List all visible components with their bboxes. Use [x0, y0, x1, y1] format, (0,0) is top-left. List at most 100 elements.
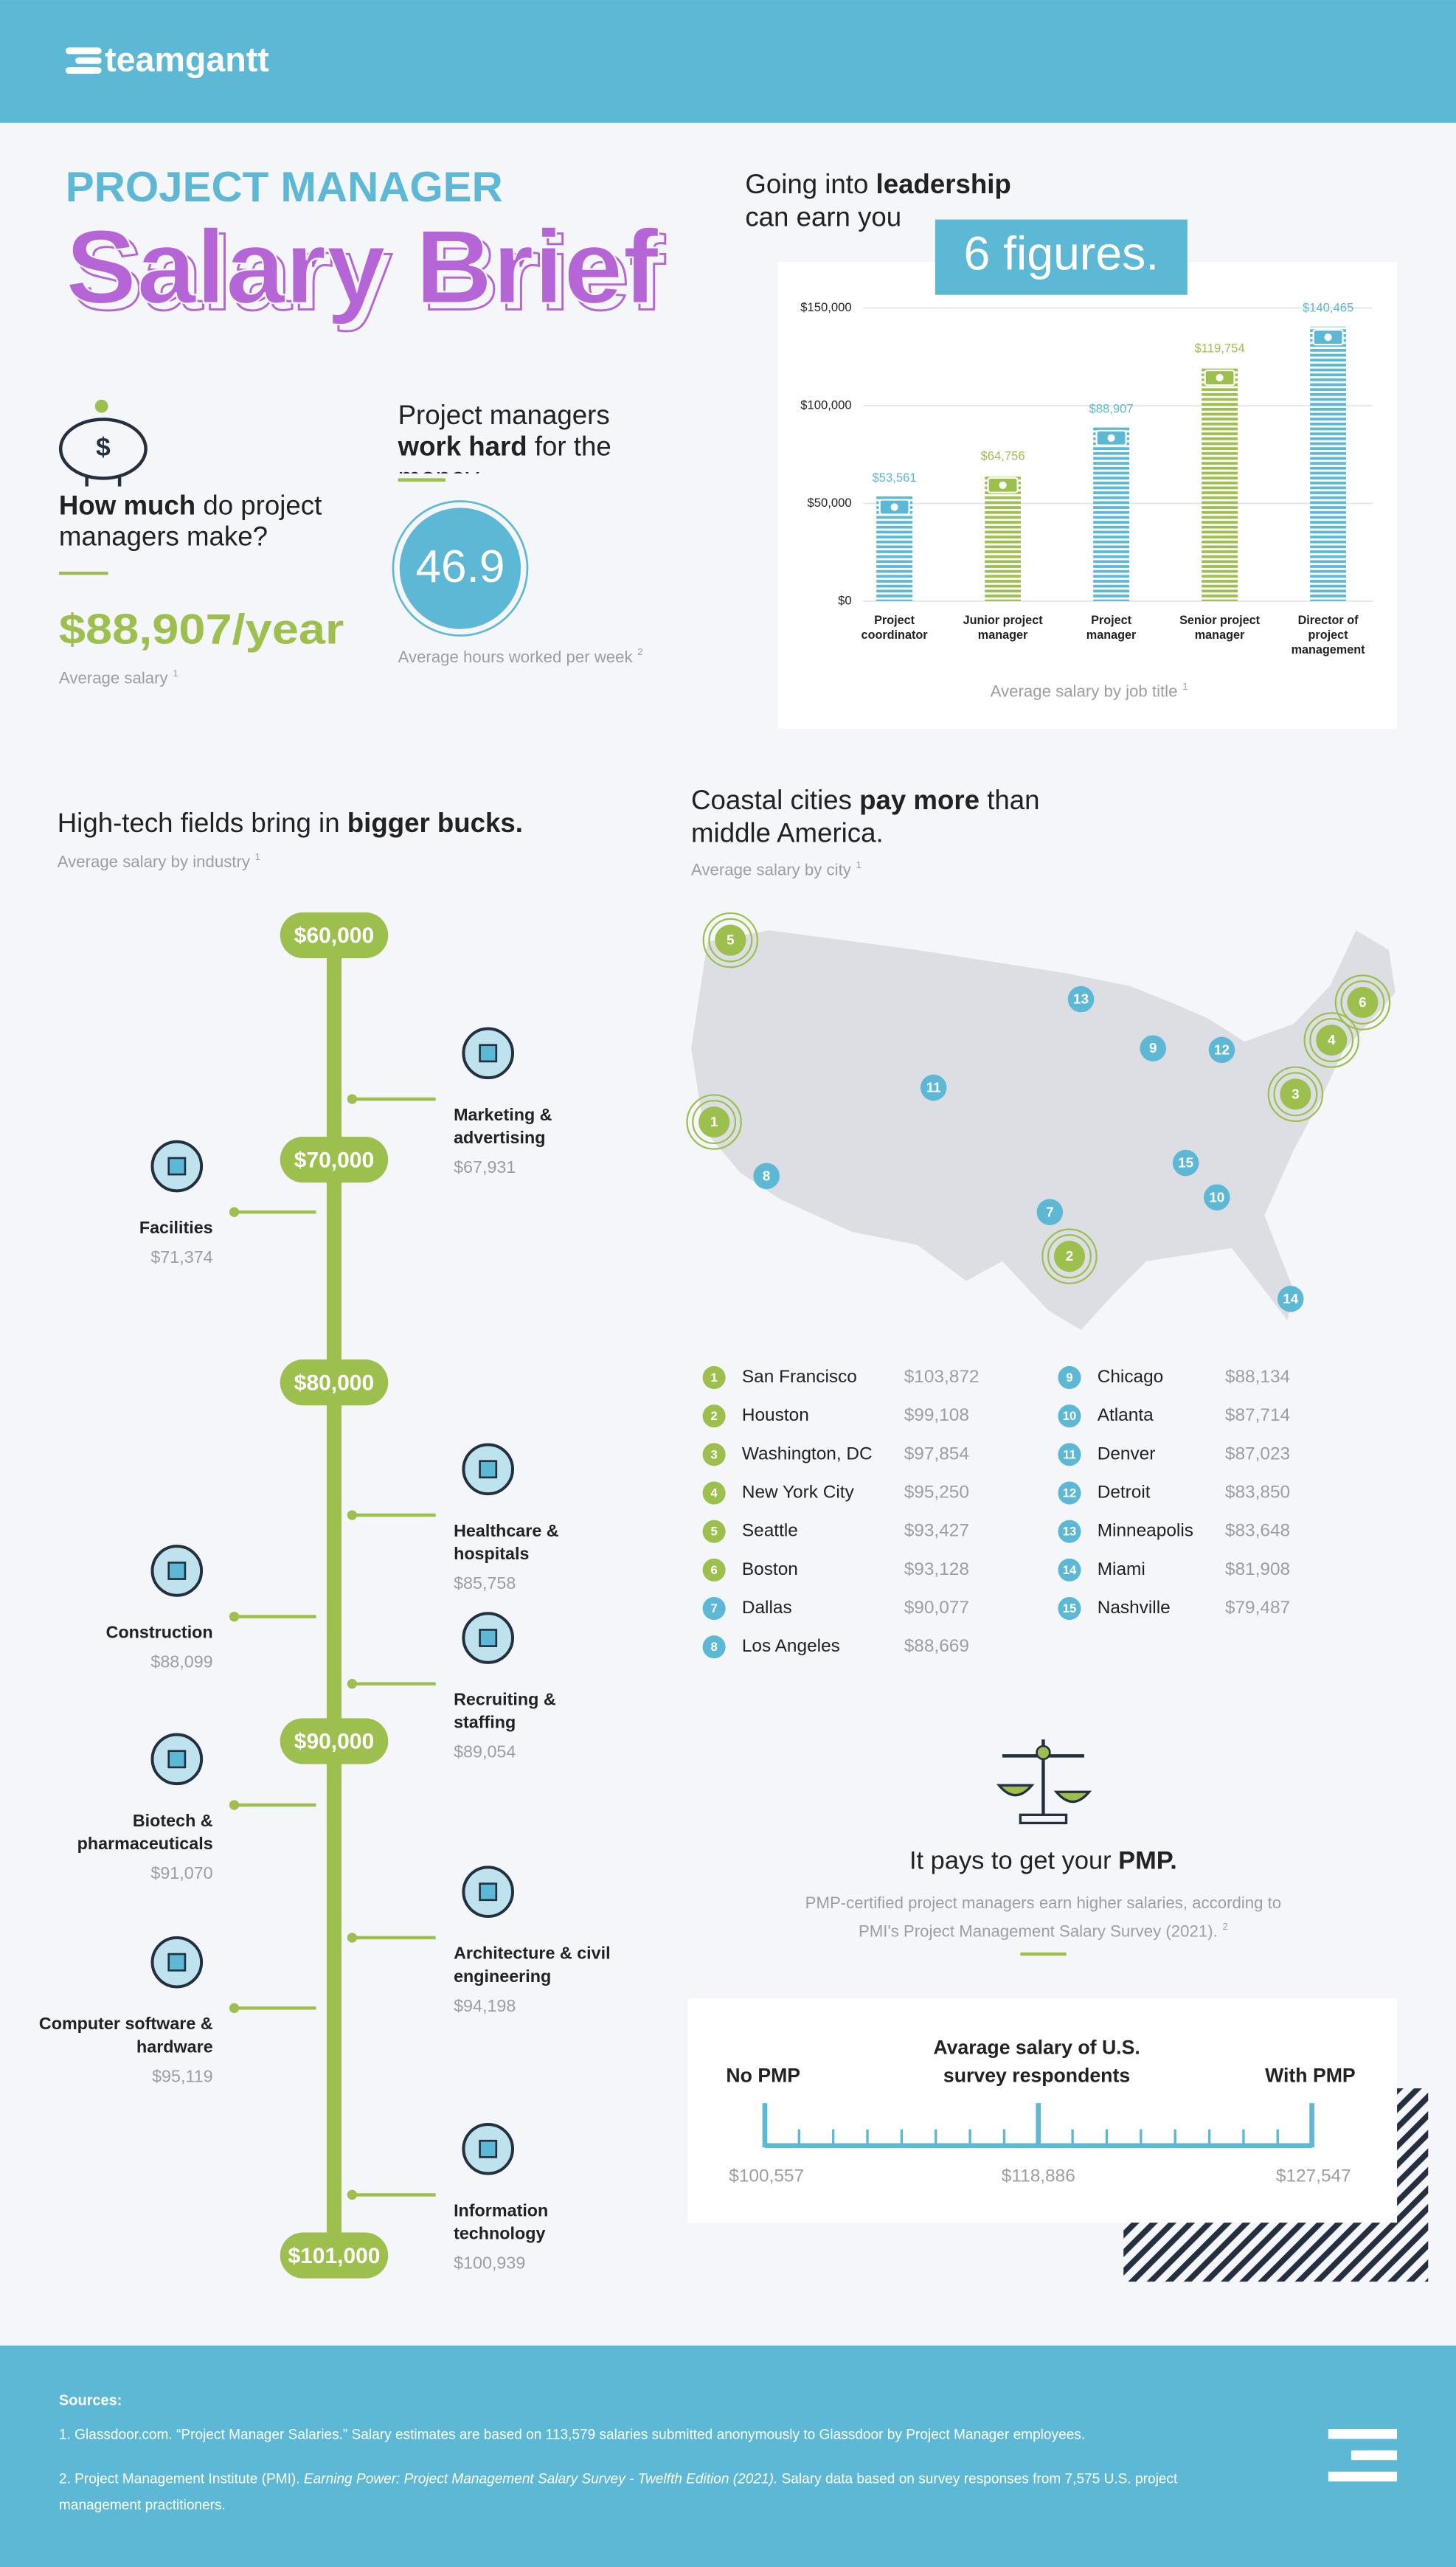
bar	[1310, 326, 1347, 601]
city-name: Detroit	[1098, 1482, 1151, 1502]
industry-icon-detail	[167, 1953, 187, 1972]
industries-subtitle: Average salary by industry 1	[58, 853, 261, 872]
pay-value: $88,907/year	[59, 606, 344, 653]
marker-number: 13	[1073, 991, 1089, 1007]
map-marker	[1347, 986, 1379, 1019]
title-kicker: PROJECT MANAGER	[66, 164, 503, 211]
bill-dot	[1107, 434, 1115, 442]
connector-dot	[229, 1800, 240, 1810]
pmp-card	[687, 1998, 1398, 2223]
value-label: $53,561	[873, 471, 917, 485]
marker-number: 2	[1066, 1248, 1073, 1264]
text-run: Recruiting & staffing	[454, 1690, 556, 1733]
text-run: 2	[637, 648, 643, 659]
scale-label: $101,000	[288, 2244, 380, 2268]
industry-item-text: Marketing & advertising $67,931	[454, 1104, 585, 1179]
x-tick-label: Project coordinator	[862, 612, 928, 642]
y-tick-label: $0	[838, 593, 852, 607]
text-run: 1	[173, 670, 178, 680]
x-tick-label-text: Project manager	[1067, 612, 1156, 642]
piggy-icon	[58, 418, 148, 480]
text-run: Architecture & civil engineering	[454, 1944, 611, 1987]
title-shadow: Salary Brief	[72, 215, 665, 333]
list-marker	[702, 1365, 726, 1389]
x-tick-label-text: Senior project manager	[1176, 612, 1264, 642]
pmp-label: No PMP	[726, 2063, 801, 2087]
list-number: 12	[1063, 1486, 1077, 1500]
bar	[1093, 427, 1130, 601]
city-name: Houston	[742, 1405, 809, 1425]
industries-heading: High-tech fields bring in bigger bucks.	[58, 809, 523, 839]
y-tick-label: $100,000	[800, 398, 851, 412]
list-marker	[702, 1635, 726, 1659]
marker-ring	[1047, 1234, 1092, 1279]
industry-item-text: Computer software & hardware $95,119	[32, 2013, 213, 2088]
highlight-box	[935, 219, 1188, 295]
map-marker	[1172, 1149, 1199, 1177]
scale-pill	[280, 1718, 389, 1764]
city-name: Atlanta	[1098, 1405, 1154, 1425]
marker-number: 14	[1283, 1291, 1298, 1306]
chart-card	[777, 262, 1398, 730]
text-run: for the money.	[398, 432, 611, 474]
city-salary: $83,648	[1225, 1521, 1290, 1541]
footer-logo-bar	[1328, 2471, 1398, 2482]
text-run: Salary data based on survey responses fr…	[58, 2470, 1178, 2513]
pay-caption-text: Average salary 1	[59, 670, 305, 688]
y-tick-label: $150,000	[800, 300, 851, 314]
hours-heading-text: Project managers work hard for the money…	[398, 401, 676, 474]
city-name: Seattle	[742, 1521, 798, 1541]
marker-ring	[1303, 1012, 1359, 1068]
hours-caption-text: Average hours worked per week 2	[398, 648, 710, 667]
list-marker	[702, 1596, 726, 1621]
marker-number: 15	[1178, 1155, 1193, 1171]
list-number: 1	[710, 1371, 717, 1385]
marker-number: 5	[727, 932, 735, 948]
list-number: 5	[710, 1525, 717, 1539]
text-run: Project manager	[1086, 612, 1137, 642]
piggy-sign: $	[96, 432, 111, 462]
text-run: $95,119	[152, 2067, 213, 2087]
text-run: Facilities	[139, 1219, 213, 1239]
marker-number: 11	[926, 1080, 941, 1095]
hours-ring	[392, 500, 529, 637]
city-salary: $83,850	[1225, 1482, 1290, 1502]
x-tick-label: Senior project manager	[1176, 612, 1264, 642]
industry-item: Biotech & pharmaceuticals $91,070	[77, 1812, 213, 1884]
text-run: Coastal cities	[691, 786, 860, 816]
list-marker	[1058, 1520, 1081, 1543]
pay-question: How much do project managers make?	[59, 491, 322, 552]
list-number: 14	[1063, 1563, 1077, 1577]
text-run: No PMP	[726, 2063, 801, 2087]
scale-icon	[1036, 1745, 1051, 1761]
cities-heading-text: Coastal cities pay more than middle Amer…	[691, 785, 1052, 851]
hours-value: 46.9	[415, 541, 505, 592]
marker-number: 4	[1328, 1032, 1336, 1047]
text-run: 1	[254, 853, 261, 864]
list-number: 6	[710, 1563, 717, 1577]
industry-icon-detail	[479, 1044, 498, 1063]
city-salary: $93,427	[904, 1521, 969, 1541]
city-salary: $79,487	[1225, 1598, 1290, 1618]
list-marker	[1058, 1365, 1081, 1389]
list-number: 3	[710, 1447, 717, 1461]
value-label: $64,756	[981, 448, 1025, 463]
bill-dot	[890, 503, 898, 511]
scale-pill	[280, 2232, 389, 2279]
marker-number: 6	[1359, 994, 1367, 1010]
pmp-text-text: PMP-certified project managers earn high…	[789, 1894, 1297, 1945]
industry-item-text: Construction $88,099	[66, 1621, 213, 1674]
text-run: 2. Project Management Institute (PMI).	[58, 2470, 304, 2487]
pmp-salary: $100,557	[729, 2166, 804, 2186]
logo-bar	[65, 67, 102, 74]
bill-dot	[1324, 333, 1332, 342]
marker-number: 8	[763, 1168, 771, 1183]
map-marker	[1067, 985, 1095, 1013]
city-salary: $87,023	[1225, 1444, 1290, 1463]
industry-item: Marketing & advertising $67,931	[454, 1104, 585, 1179]
list-number: 9	[1066, 1371, 1072, 1385]
industry-item-text: Information technology $100,939	[454, 2200, 585, 2275]
text-run: Director of project management	[1291, 612, 1365, 657]
